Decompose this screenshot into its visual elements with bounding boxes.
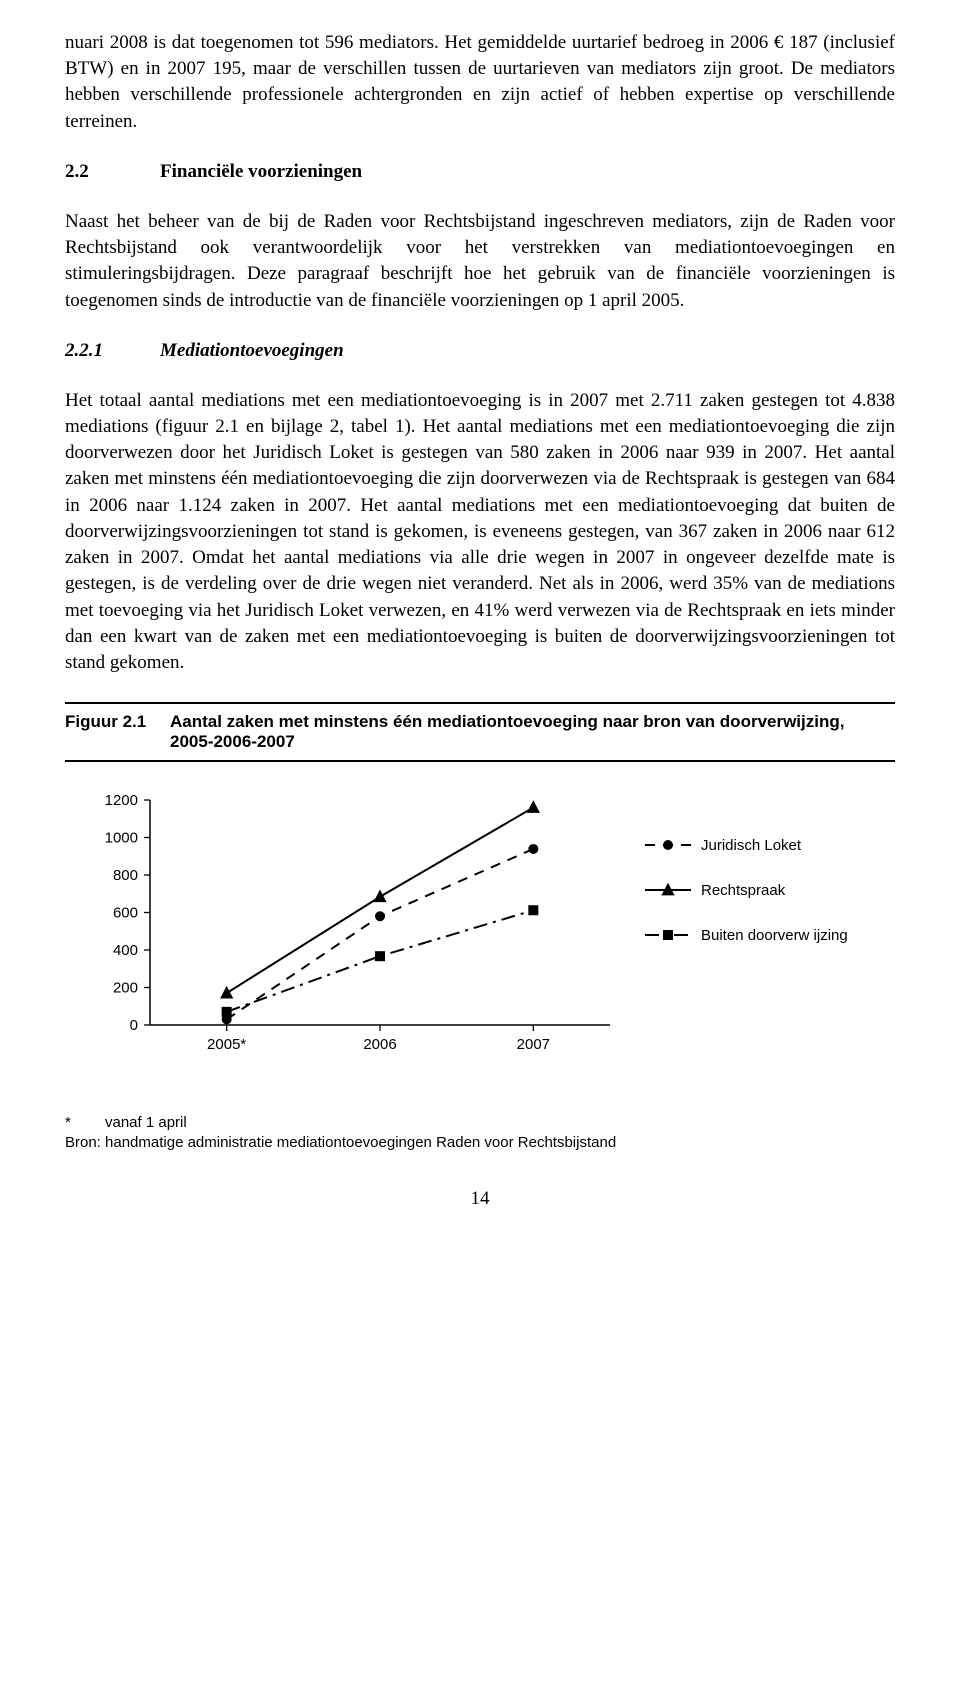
- figure-caption-text: Aantal zaken met minstens één mediationt…: [170, 712, 860, 752]
- figure-caption: Figuur 2.1Aantal zaken met minstens één …: [65, 702, 895, 762]
- svg-text:Rechtspraak: Rechtspraak: [701, 882, 786, 899]
- svg-text:Juridisch Loket: Juridisch Loket: [701, 837, 802, 854]
- svg-text:400: 400: [113, 942, 138, 959]
- svg-text:0: 0: [130, 1017, 138, 1034]
- footnote-line1: vanaf 1 april: [105, 1114, 187, 1131]
- footnote-asterisk: *: [65, 1113, 105, 1133]
- line-chart: 0 200 400 600 800 1000 1200 2005* 2006 2007 Juridi…: [65, 780, 895, 1080]
- svg-text:200: 200: [113, 980, 138, 997]
- page: nuari 2008 is dat toegenomen tot 596 med…: [0, 0, 960, 1250]
- svg-text:600: 600: [113, 905, 138, 922]
- svg-text:2006: 2006: [363, 1036, 396, 1053]
- figure-footnote: *vanaf 1 april Bron: handmatige administ…: [65, 1113, 895, 1154]
- svg-text:1000: 1000: [105, 830, 138, 847]
- paragraph-intro: nuari 2008 is dat toegenomen tot 596 med…: [65, 30, 895, 135]
- heading-title: Mediationtoevoegingen: [160, 340, 344, 361]
- svg-text:Buiten doorverw ijzing: Buiten doorverw ijzing: [701, 927, 848, 944]
- svg-text:2007: 2007: [517, 1036, 550, 1053]
- footnote-source: Bron: handmatige administratie mediation…: [65, 1133, 895, 1153]
- svg-text:800: 800: [113, 867, 138, 884]
- heading-title: Financiële voorzieningen: [160, 161, 362, 182]
- heading-2-2-1: 2.2.1Mediationtoevoegingen: [65, 340, 895, 362]
- heading-number: 2.2: [65, 161, 160, 183]
- page-number: 14: [65, 1188, 895, 1210]
- paragraph-2-2-1: Het totaal aantal mediations met een med…: [65, 388, 895, 676]
- svg-text:1200: 1200: [105, 792, 138, 809]
- heading-2-2: 2.2Financiële voorzieningen: [65, 161, 895, 183]
- heading-number: 2.2.1: [65, 340, 160, 362]
- paragraph-2-2: Naast het beheer van de bij de Raden voo…: [65, 209, 895, 314]
- figure-label: Figuur 2.1: [65, 712, 170, 732]
- svg-text:2005*: 2005*: [207, 1036, 246, 1053]
- chart-container: 0 200 400 600 800 1000 1200 2005* 2006 2007 Juridi…: [65, 780, 895, 1085]
